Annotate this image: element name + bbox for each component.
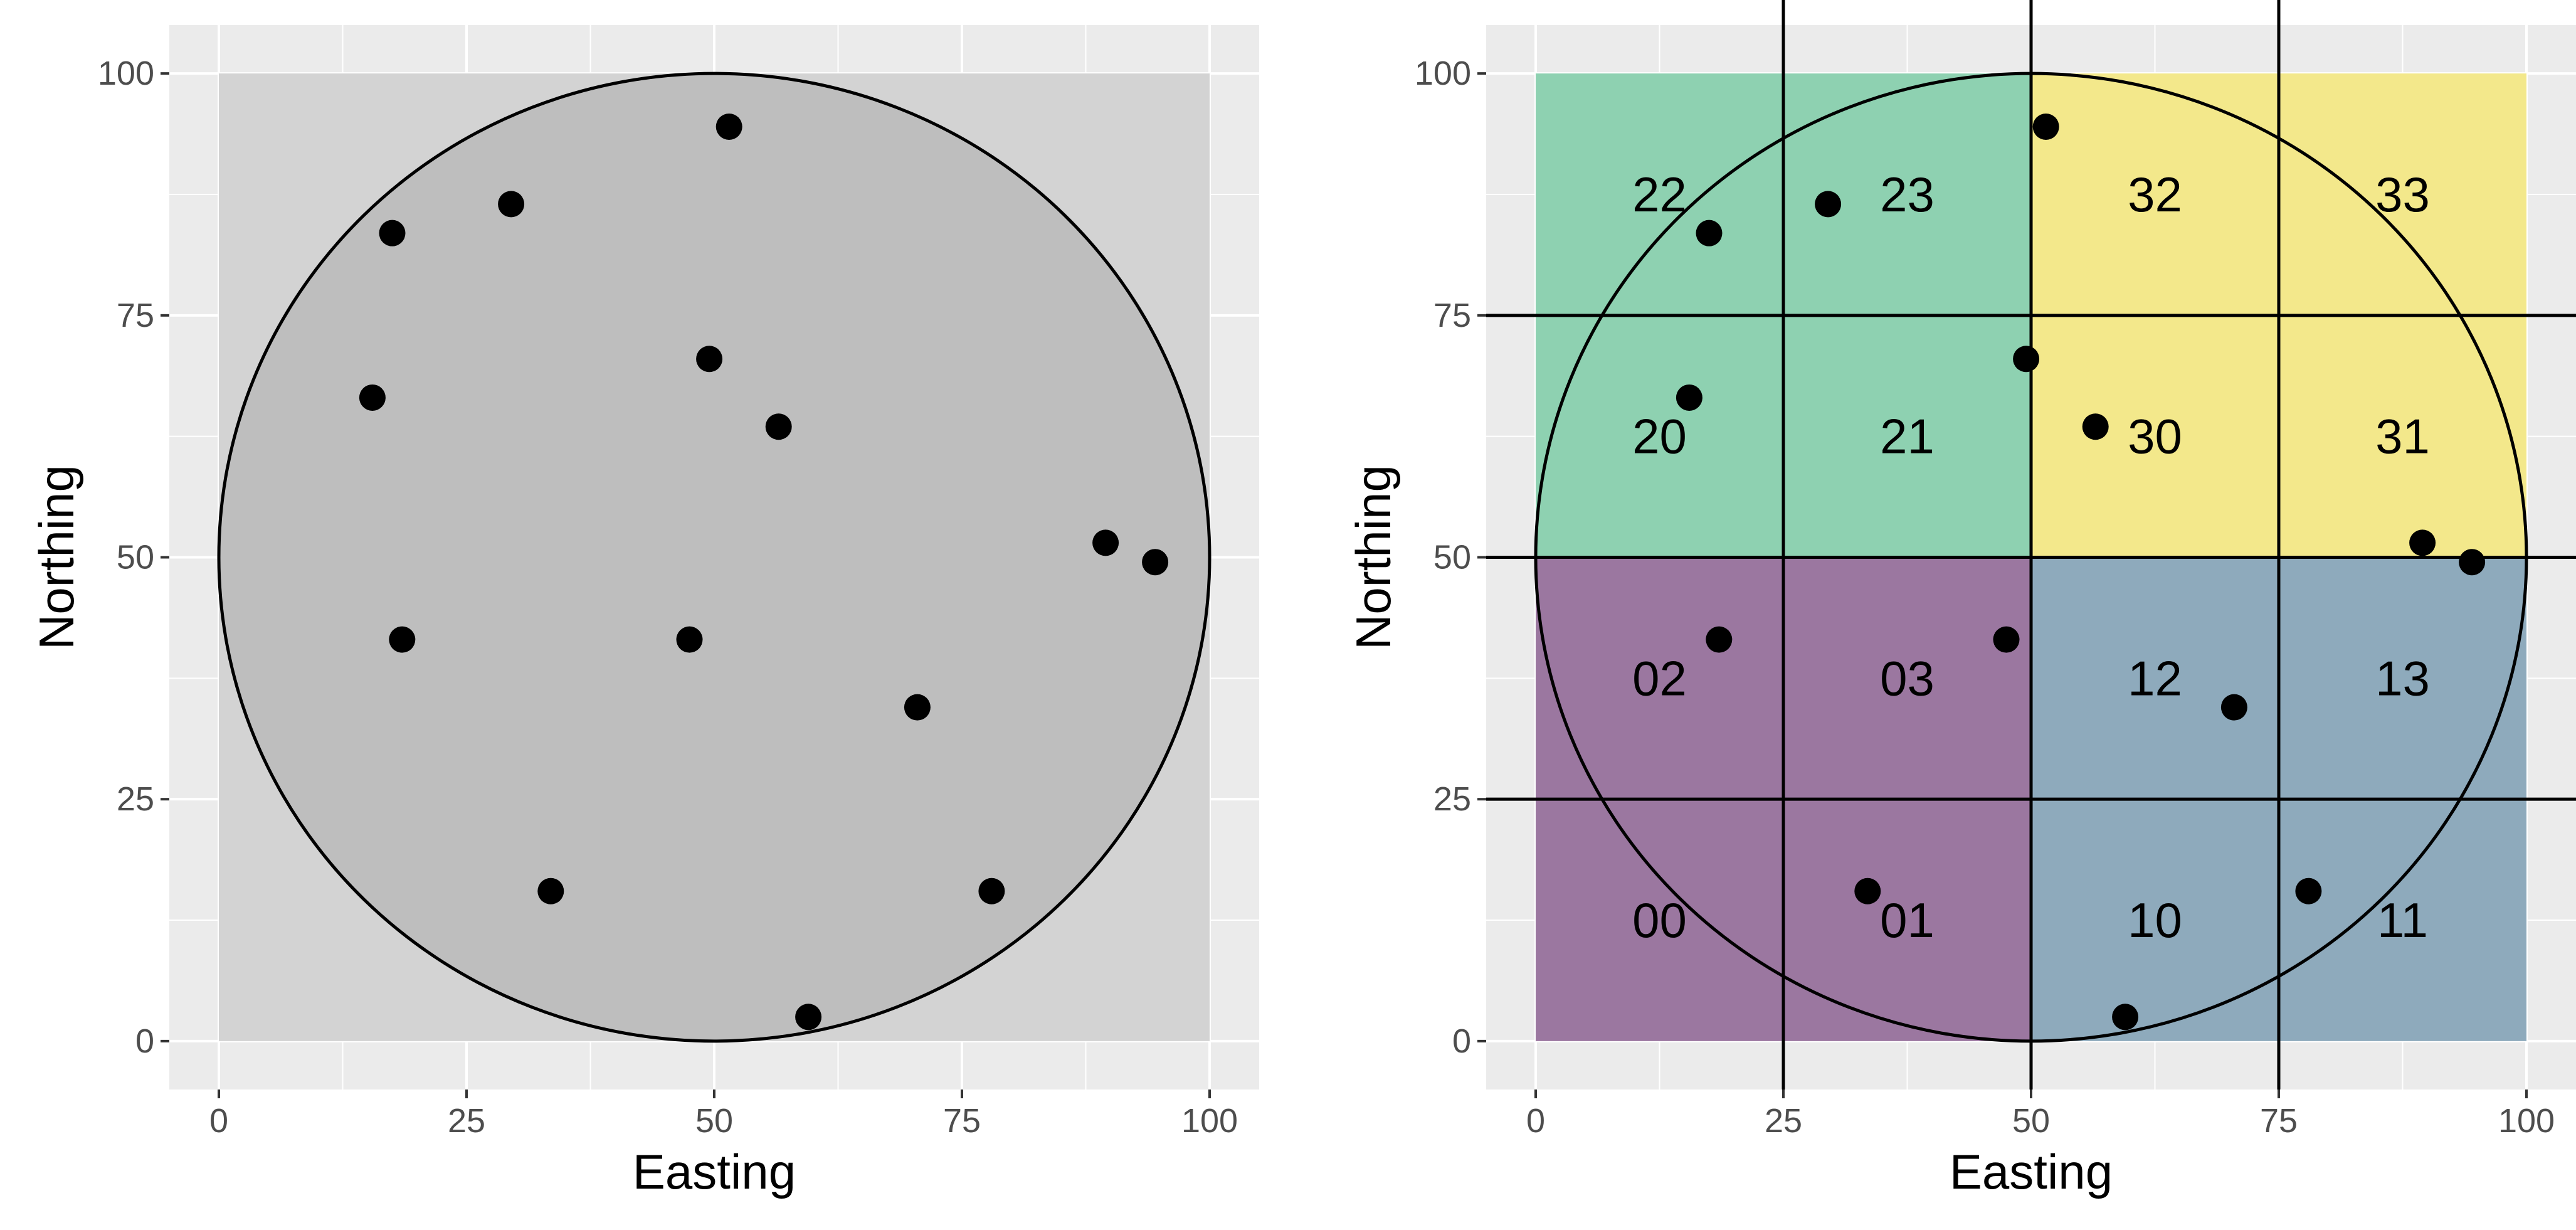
cell-label: 02 xyxy=(1632,650,1687,706)
y-tick-label: 50 xyxy=(1433,539,1471,576)
data-point xyxy=(1142,549,1169,576)
x-tick-label: 75 xyxy=(2260,1102,2298,1140)
cell-label: 10 xyxy=(2128,893,2182,948)
x-tick-label: 25 xyxy=(1765,1102,1802,1140)
cell-label: 22 xyxy=(1632,167,1687,222)
y-tick-label: 50 xyxy=(117,539,154,576)
x-axis-title: Easting xyxy=(1950,1144,2113,1199)
x-axis-title: Easting xyxy=(633,1144,796,1199)
data-point xyxy=(359,384,386,411)
data-point xyxy=(389,626,416,653)
x-tick-label: 50 xyxy=(2012,1102,2050,1140)
y-tick-label: 100 xyxy=(98,55,154,92)
x-tick-label: 25 xyxy=(448,1102,485,1140)
data-point xyxy=(676,626,703,653)
data-point xyxy=(2082,413,2109,440)
y-tick-label: 75 xyxy=(117,297,154,334)
x-tick-label: 50 xyxy=(695,1102,733,1140)
y-tick-label: 100 xyxy=(1415,55,1471,92)
y-tick-label: 0 xyxy=(1452,1022,1471,1060)
data-point xyxy=(1815,191,1842,218)
cell-label: 32 xyxy=(2128,167,2182,222)
data-point xyxy=(2220,694,2247,721)
cell-label: 30 xyxy=(2128,409,2182,464)
cell-label: 00 xyxy=(1632,893,1687,948)
x-tick-label: 100 xyxy=(1181,1102,1238,1140)
data-point xyxy=(2112,1004,2139,1031)
data-point xyxy=(1854,877,1881,904)
cell-label: 01 xyxy=(1880,893,1935,948)
y-axis-title: Northing xyxy=(1346,465,1401,650)
x-tick-label: 0 xyxy=(1526,1102,1545,1140)
y-tick-label: 75 xyxy=(1433,297,1471,334)
data-point xyxy=(1696,220,1723,247)
data-point xyxy=(1676,384,1702,411)
data-point xyxy=(904,694,931,721)
data-point xyxy=(1706,626,1733,653)
y-tick-label: 25 xyxy=(1433,780,1471,818)
data-point xyxy=(2295,877,2322,904)
circle-outline xyxy=(217,72,1211,1043)
y-axis-title: Northing xyxy=(29,465,84,650)
cell-label: 13 xyxy=(2375,650,2430,706)
cell-label: 31 xyxy=(2375,409,2430,464)
cell-label: 11 xyxy=(2377,893,2428,948)
data-point xyxy=(765,413,792,440)
data-point xyxy=(1092,529,1119,556)
data-point xyxy=(537,877,564,904)
data-point xyxy=(379,220,406,247)
data-point xyxy=(978,877,1005,904)
x-tick-label: 0 xyxy=(209,1102,228,1140)
data-point xyxy=(498,191,525,218)
data-point xyxy=(696,346,723,373)
data-point xyxy=(795,1004,822,1031)
x-tick-label: 100 xyxy=(2498,1102,2555,1140)
x-tick-label: 75 xyxy=(943,1102,981,1140)
data-point xyxy=(2032,113,2059,140)
cell-label: 33 xyxy=(2375,167,2430,222)
data-point xyxy=(2459,549,2486,576)
cell-label: 21 xyxy=(1880,409,1935,464)
y-tick-label: 0 xyxy=(135,1022,154,1060)
data-point xyxy=(1993,626,2020,653)
cell-label: 23 xyxy=(1880,167,1935,222)
y-tick-label: 25 xyxy=(117,780,154,818)
data-point xyxy=(2409,529,2436,556)
cell-label: 12 xyxy=(2128,650,2182,706)
panel-left: 0 25 50 75 100 0 25 50 75 100 Easting Northing xyxy=(29,25,1259,1199)
data-point xyxy=(715,113,742,140)
data-point xyxy=(2013,346,2040,373)
cell-label: 20 xyxy=(1632,409,1687,464)
cell-label: 03 xyxy=(1880,650,1935,706)
